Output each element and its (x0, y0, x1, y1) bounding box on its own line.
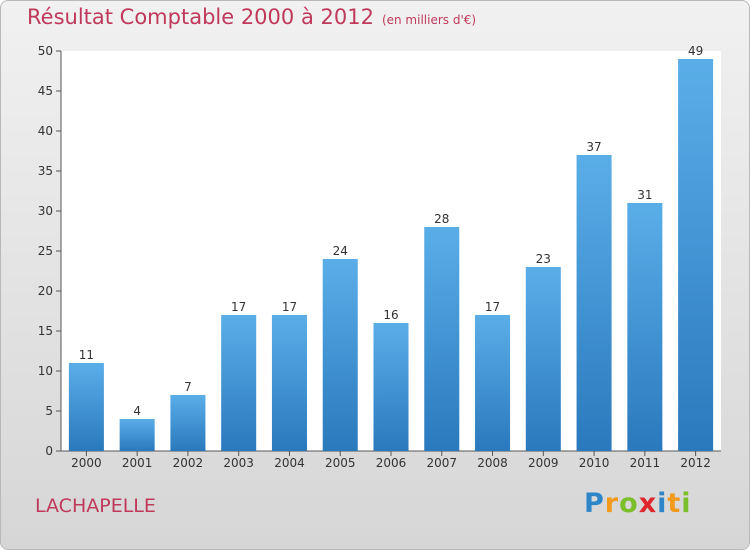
data-label-2004: 17 (282, 300, 297, 314)
data-label-2000: 11 (79, 348, 94, 362)
x-tick-label: 2009 (528, 456, 559, 470)
logo-letter: i (681, 488, 692, 519)
y-tick-label: 45 (38, 84, 53, 98)
x-tick-label: 2002 (173, 456, 204, 470)
logo-letter: i (657, 488, 668, 519)
logo-letter: o (619, 488, 639, 519)
x-tick-label: 2010 (579, 456, 610, 470)
logo-letter: x (638, 488, 658, 519)
data-labels: 11 4 7 17 17 24 16 28 17 23 37 31 49 (79, 44, 704, 418)
data-label-2002: 7 (184, 380, 192, 394)
x-tick-label: 2011 (630, 456, 661, 470)
y-tick-label: 30 (38, 204, 53, 218)
data-label-2005: 24 (333, 244, 348, 258)
data-label-2003: 17 (231, 300, 246, 314)
town-name: LACHAPELLE (35, 495, 156, 517)
y-tick-label: 50 (38, 44, 53, 58)
logo-letter: P (584, 488, 605, 519)
bar-2012 (678, 59, 714, 451)
x-tick-label: 2003 (223, 456, 254, 470)
proxiti-logo[interactable]: Proxiti (584, 488, 692, 519)
bar-2011 (627, 203, 663, 451)
y-tick-label: 5 (45, 404, 53, 418)
y-tick-label: 35 (38, 164, 53, 178)
bar-2001 (119, 419, 155, 451)
bar-2000 (68, 363, 104, 451)
bar-2010 (576, 155, 612, 451)
x-tick-label: 2007 (426, 456, 457, 470)
y-tick-label: 0 (45, 444, 53, 458)
x-tick-label: 2001 (122, 456, 153, 470)
data-label-2011: 31 (637, 188, 652, 202)
chart-subtitle: (en milliers d'€) (381, 13, 477, 27)
bar-2003 (221, 315, 257, 451)
data-label-2009: 23 (536, 252, 551, 266)
data-label-2001: 4 (133, 404, 141, 418)
y-tick-label: 15 (38, 324, 53, 338)
bar-2009 (525, 267, 561, 451)
y-axis: 0 5 10 15 20 25 30 35 40 45 50 (38, 44, 62, 458)
y-tick-label: 10 (38, 364, 53, 378)
chart-title: Résultat Comptable 2000 à 2012 (en millie… (27, 5, 476, 29)
bar-series (68, 59, 714, 451)
x-tick-label: 2008 (477, 456, 508, 470)
y-tick-label: 20 (38, 284, 53, 298)
x-tick-label: 2005 (325, 456, 356, 470)
data-label-2007: 28 (434, 212, 449, 226)
bar-2006 (373, 323, 409, 451)
bar-2005 (322, 259, 358, 451)
bar-2002 (170, 395, 206, 451)
data-label-2006: 16 (383, 308, 398, 322)
bar-2008 (475, 315, 511, 451)
data-label-2012: 49 (688, 44, 703, 58)
x-tick-label: 2006 (376, 456, 407, 470)
x-axis: 2000 2001 2002 2003 2004 2005 2006 2007 2008 2009… (61, 450, 721, 470)
logo-letter: t (667, 488, 682, 519)
x-tick-label: 2004 (274, 456, 305, 470)
bar-2007 (424, 227, 460, 451)
y-tick-label: 25 (38, 244, 53, 258)
bar-2004 (271, 315, 307, 451)
chart-title-text: Résultat Comptable 2000 à 2012 (27, 5, 374, 29)
data-label-2008: 17 (485, 300, 500, 314)
y-tick-label: 40 (38, 124, 53, 138)
logo-letter: r (604, 488, 620, 519)
x-tick-label: 2012 (680, 456, 711, 470)
x-tick-label: 2000 (71, 456, 102, 470)
data-label-2010: 37 (586, 140, 601, 154)
